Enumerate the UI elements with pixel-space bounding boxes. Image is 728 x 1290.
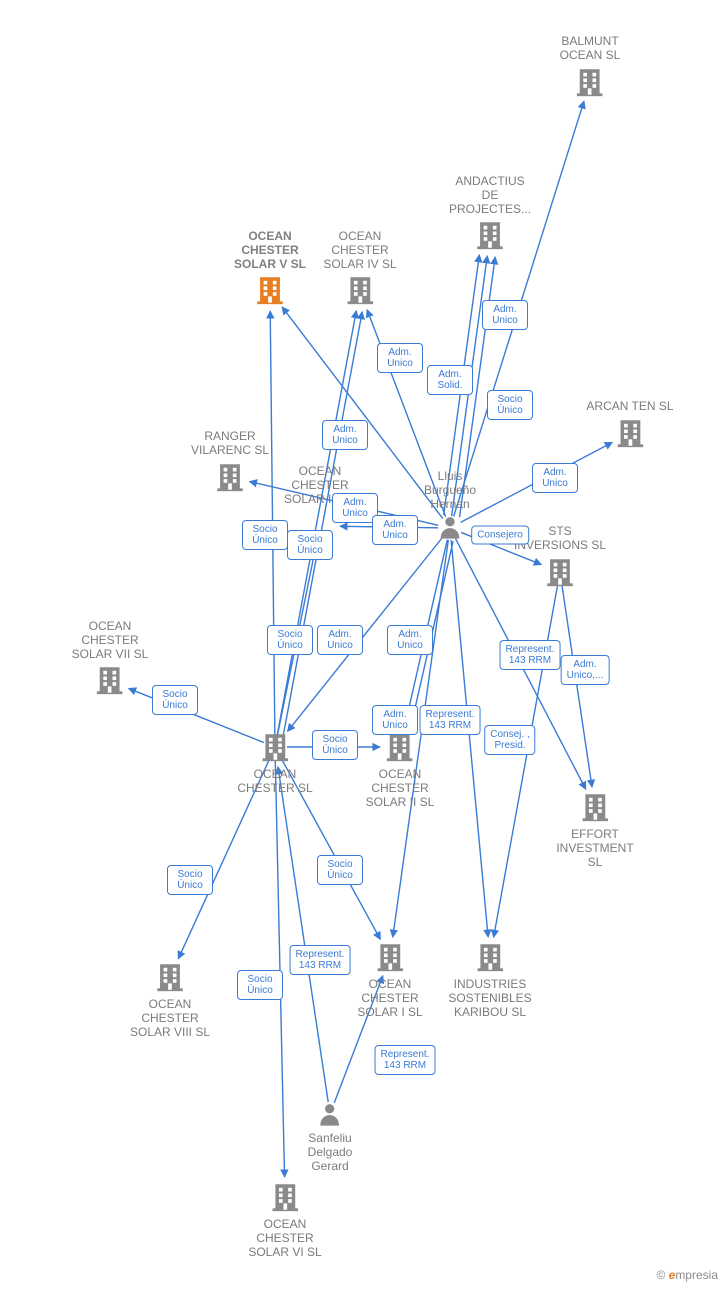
node-ocs2[interactable]: OCEAN CHESTER SOLAR II SL [366,730,435,809]
edge-label: Represent. 143 RRM [290,945,351,975]
node-sanfeliu[interactable]: Sanfeliu Delgado Gerard [308,1100,353,1173]
node-label: RANGER VILARENC SL [191,430,269,458]
edge-label: Represent. 143 RRM [375,1045,436,1075]
node-karibou[interactable]: INDUSTRIES SOSTENIBLES KARIBOU SL [448,940,531,1019]
node-label: OCEAN CHESTER SOLAR VIII SL [130,998,210,1039]
node-label: EFFORT INVESTMENT SL [556,828,633,869]
node-label: OCEAN CHESTER SOLAR II SL [366,768,435,809]
person-icon [308,1100,353,1128]
node-balmunt[interactable]: BALMUNT OCEAN SL [560,35,621,99]
node-ocs4[interactable]: OCEAN CHESTER SOLAR IV SL [323,230,396,307]
edge-label: Represent. 143 RRM [500,640,561,670]
edge-label: Adm. Solid. [427,365,473,395]
node-ocs7[interactable]: OCEAN CHESTER SOLAR VII SL [72,620,149,697]
person-icon [424,513,476,541]
building-icon [130,960,210,994]
building-icon [72,663,149,697]
edge-label: Adm. Unico [377,343,423,373]
building-icon [448,940,531,974]
node-label: OCEAN CHESTER SOLAR VII SL [72,620,149,661]
edge-label: Socio Único [242,520,288,550]
building-icon [248,1180,321,1214]
node-ocs5[interactable]: OCEAN CHESTER SOLAR V SL [234,230,306,307]
node-label: Sanfeliu Delgado Gerard [308,1132,353,1173]
edge-label: Consejero [471,526,529,545]
edge [451,540,488,937]
node-ocs6[interactable]: OCEAN CHESTER SOLAR VI SL [248,1180,321,1259]
node-effort[interactable]: EFFORT INVESTMENT SL [556,790,633,869]
node-andactius[interactable]: ANDACTIUS DE PROJECTES... [449,175,531,252]
watermark: © empresia [656,1268,718,1282]
edge-label: Adm. Unico [532,463,578,493]
edge-label: Adm. Unico [372,515,418,545]
building-icon [237,730,312,764]
node-label: OCEAN CHESTER SOLAR IV SL [323,230,396,271]
building-icon [449,218,531,252]
edge-label: Adm. Unico,... [561,655,610,685]
edge-label: Socio Único [287,530,333,560]
edge-label: Socio Único [487,390,533,420]
node-ocs8[interactable]: OCEAN CHESTER SOLAR VIII SL [130,960,210,1039]
node-ranger[interactable]: RANGER VILARENC SL [191,430,269,494]
edge-label: Socio Único [237,970,283,1000]
edge [278,767,328,1102]
edge [275,759,284,1177]
edge-label: Adm. Unico [317,625,363,655]
edge [494,584,558,938]
edge [562,584,592,787]
edge [283,312,362,737]
edge-label: Adm. Unico [387,625,433,655]
node-label: BALMUNT OCEAN SL [560,35,621,63]
building-icon [556,790,633,824]
node-label: ANDACTIUS DE PROJECTES... [449,175,531,216]
node-ocs1[interactable]: OCEAN CHESTER SOLAR I SL [357,940,422,1019]
node-label: OCEAN CHESTER SOLAR VI SL [248,1218,321,1259]
building-icon [357,940,422,974]
edge-label: Adm. Unico [322,420,368,450]
node-label: Lluis Burgueño Hernan [424,470,476,511]
node-arcan[interactable]: ARCAN TEN SL [586,400,673,450]
node-label: OCEAN CHESTER SOLAR I SL [357,978,422,1019]
edge-label: Adm. Unico [372,705,418,735]
node-label: INDUSTRIES SOSTENIBLES KARIBOU SL [448,978,531,1019]
building-icon [586,416,673,450]
edge-label: Socio Único [152,685,198,715]
building-icon [514,555,606,589]
edge-label: Socio Único [267,625,313,655]
node-label: ARCAN TEN SL [586,400,673,414]
building-icon [234,273,306,307]
building-icon [323,273,396,307]
edge-label: Consej. , Presid. [484,725,535,755]
building-icon [191,460,269,494]
node-label: OCEAN CHESTER SOLAR V SL [234,230,306,271]
node-label: OCEAN CHESTER SL [237,768,312,796]
edge-label: Adm. Unico [482,300,528,330]
building-icon [560,65,621,99]
edge-label: Socio Único [167,865,213,895]
edge-label: Represent. 143 RRM [420,705,481,735]
node-lluis[interactable]: Lluis Burgueño Hernan [424,470,476,541]
edge-label: Socio Único [317,855,363,885]
node-oc[interactable]: OCEAN CHESTER SL [237,730,312,796]
edge-label: Socio Único [312,730,358,760]
building-icon [366,730,435,764]
